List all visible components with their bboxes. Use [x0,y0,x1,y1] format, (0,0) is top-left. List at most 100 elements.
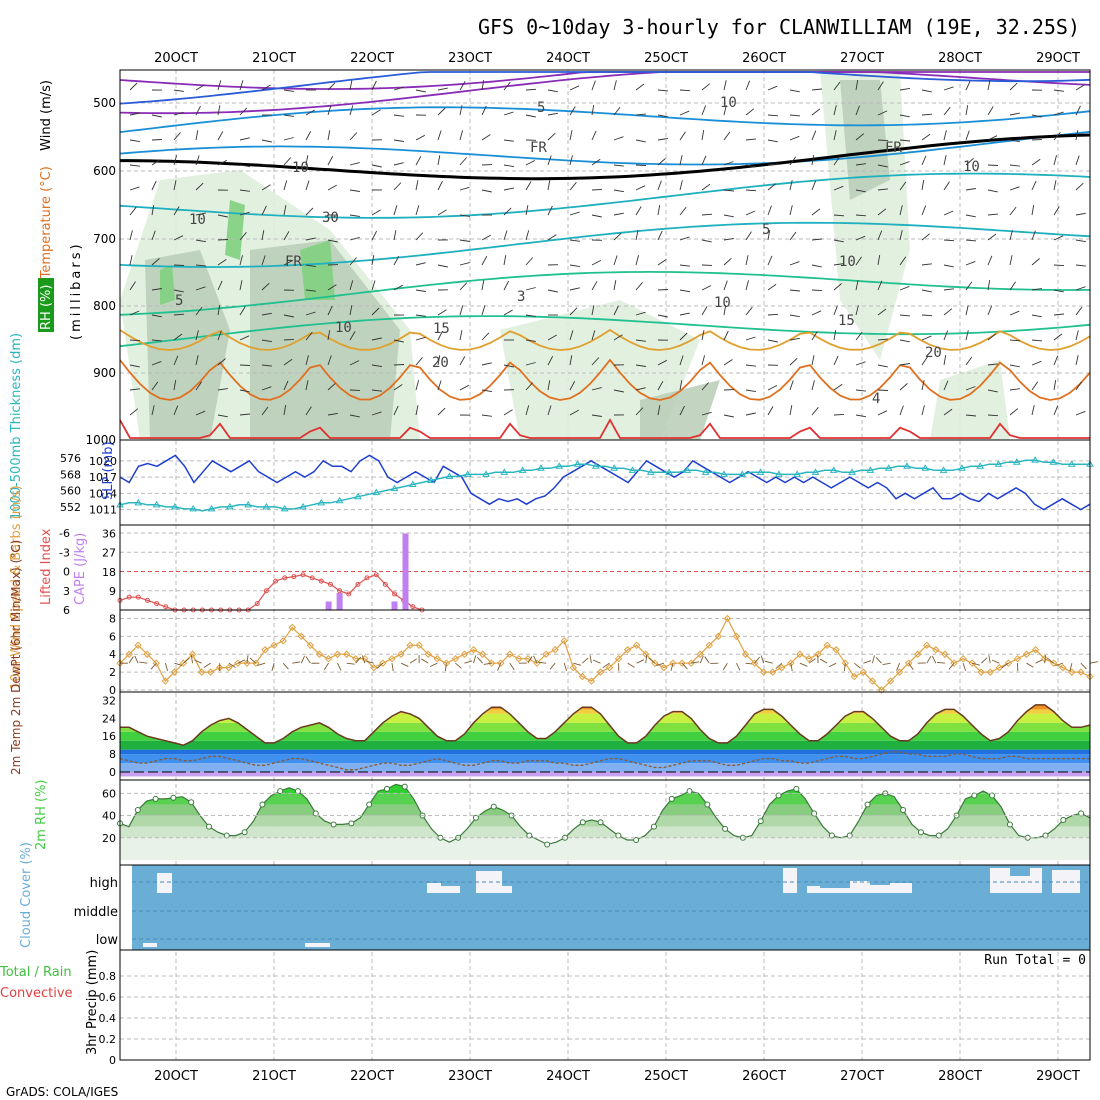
wind-barb [745,280,749,291]
contour-label: 3 [517,289,525,305]
wind-barb [987,106,994,116]
wind-barb [921,380,925,391]
wind-barb [393,284,404,291]
wind-barb [195,286,206,291]
cloud-gap [990,868,1010,893]
wind-barb [195,355,199,366]
wind-speed-point [1068,668,1076,676]
wind-barb-10m [645,655,648,664]
wind-barb [1075,212,1086,216]
wind-barb [1031,138,1043,141]
rh-tick-label: 20 [102,832,116,845]
cloud-ylabel: Cloud Cover (%) [19,842,34,948]
top-x-tick-label: 26OCT [742,51,786,66]
wind-barb-10m [366,660,374,664]
wind-barb [195,182,204,191]
lifted-index-point [300,572,306,578]
lifted-ylabel-text: Lifted Index [39,528,54,605]
rh-point [1006,821,1013,828]
wind-barb [701,306,708,316]
wind-barb [1075,286,1086,291]
contour-label: 5 [537,100,545,116]
wind-barb [965,214,976,218]
wind-barb [877,208,887,216]
wind-barb-10m [871,655,875,664]
wind-barb [921,89,932,93]
wind-barb [591,305,595,316]
wind-barb-10m [691,661,700,664]
wind-barb [195,264,206,267]
wind-barb [943,106,951,116]
wind-barb [239,107,248,116]
wind-barb [305,380,309,391]
wind-barb [415,89,426,93]
wind-barb [987,80,991,91]
wind-barb [789,380,794,391]
thickness-ylabel-text: 1000-500mb Thickness (dm) [9,333,24,520]
slp-tick-label: 1014 [89,487,117,500]
thickness-marker [628,466,637,473]
bottom-x-tick-label: 26OCT [742,1069,786,1084]
wind-barb [195,381,202,391]
wind-speed-point [950,659,958,667]
thickness-marker [921,464,930,471]
thickness-tick-label: 568 [60,468,81,481]
wind-barb [371,389,382,392]
thickness-marker [262,502,271,510]
wind-barb [503,111,514,116]
wind-barb [943,308,953,316]
wind-barb [679,131,686,141]
wind-barb [151,180,157,191]
wind-barb [371,80,377,91]
lifted-index-point [126,594,132,600]
wind-barb [173,89,184,92]
wind-barb [833,413,845,416]
wind-barb [415,180,419,191]
wind-barb-10m [592,659,601,664]
wind-barb [943,86,954,91]
wind-speed-point [478,650,487,658]
wind-barb [393,405,399,416]
wind-barb [613,255,618,266]
temp-line [120,704,1091,746]
wind-barb [635,139,646,143]
thickness-marker [1012,458,1021,465]
wind-speed-point [379,659,387,667]
wind-barb [1075,355,1079,366]
precip-ylabel-convective: Convective [0,986,73,1001]
wind-barb [723,80,727,91]
wind-barb [327,130,331,141]
wind-barb [1009,339,1021,342]
wind-barb [569,380,576,391]
wind-barb [635,164,647,166]
wind-barb-10m [549,662,556,670]
cape-ylabel: CAPE (J/kg) [73,533,88,605]
wind-barb [305,311,316,316]
wind-barb [789,205,793,216]
wind-barb [459,384,470,391]
lifted-index-point [327,581,333,587]
wind-barb [547,155,552,166]
wind-barb-10m [476,656,483,664]
wind-barb [1031,230,1036,241]
rh-point [366,801,373,808]
wind-barb [833,305,838,316]
wind-barb [921,405,925,416]
wind-speed-point [895,668,904,676]
wind-barb [635,311,646,316]
wind-speed-point [297,632,306,641]
wind-barb-10m [497,662,502,671]
wind-barb [877,410,888,416]
wind-barb [921,155,927,166]
top-x-tick-label: 25OCT [644,51,688,66]
wind-barb [899,314,911,317]
wind-barb-10m [228,662,236,668]
wind-speed-point [506,650,514,658]
rh-ylabel-text: 2m RH (%) [34,779,49,850]
wind-barb-10m [1035,659,1043,664]
upper-air-ylabel-part: RH (%) [39,285,54,330]
wind-speed-point [732,632,741,641]
wind-barb [789,180,793,191]
wind-barb-10m [582,657,589,664]
